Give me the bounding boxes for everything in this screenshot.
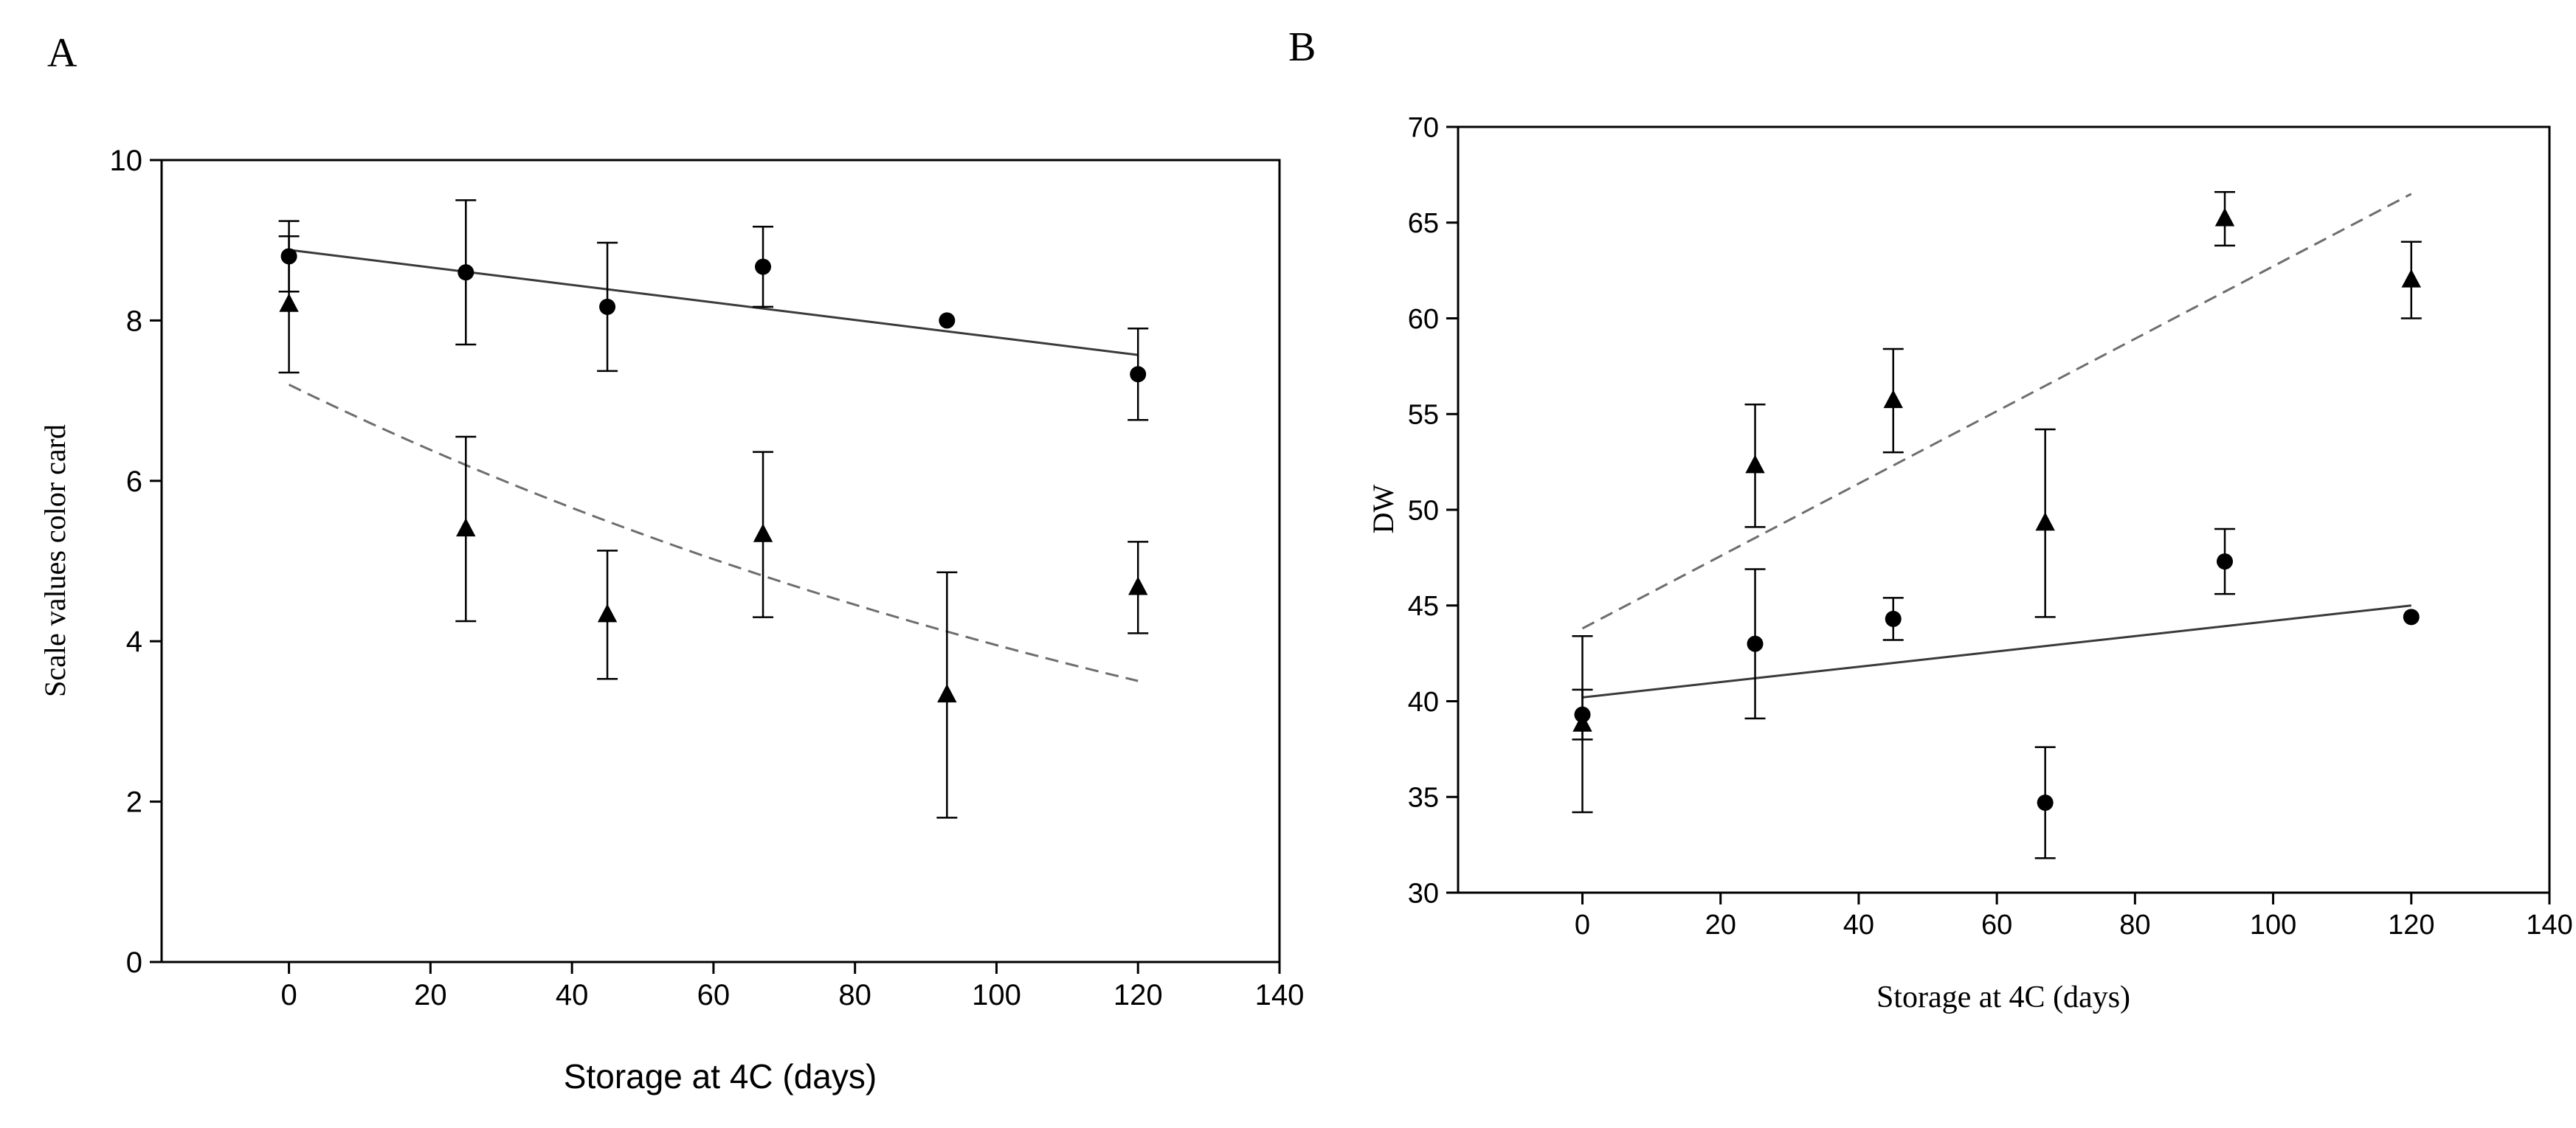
x-tick-label-a-60: 60	[697, 979, 731, 1011]
x-tick-label-a-20: 20	[414, 979, 447, 1011]
point-a-circle-67	[755, 258, 772, 275]
fit-line-a-triangle	[288, 384, 1139, 682]
y-axis-label-a: Scale values color card	[38, 424, 72, 697]
point-b-triangle-45	[1883, 390, 1903, 409]
x-axis-label-b: Storage at 4C (days)	[1876, 980, 2130, 1014]
y-axis-label-b: DW	[1367, 484, 1400, 533]
point-b-triangle-120	[2401, 269, 2421, 288]
point-a-triangle-120	[1128, 576, 1148, 595]
y-tick-label-a-0: 0	[126, 947, 142, 979]
x-tick-label-b-120: 120	[2388, 910, 2434, 941]
y-tick-label-b-40: 40	[1408, 687, 1439, 718]
y-tick-label-a-8: 8	[126, 305, 142, 337]
point-b-triangle-25	[1745, 454, 1765, 474]
x-tick-label-a-120: 120	[1113, 979, 1163, 1011]
point-a-triangle-25	[456, 518, 476, 537]
point-b-circle-93	[2217, 553, 2234, 570]
plot-area-a	[160, 159, 1281, 963]
panel-letter-b: B	[1288, 24, 1316, 70]
x-tick-label-b-60: 60	[1981, 910, 2012, 941]
y-tick-label-a-2: 2	[126, 786, 142, 819]
point-b-circle-45	[1885, 610, 1902, 627]
point-a-triangle-93	[937, 684, 957, 703]
y-tick-label-b-65: 65	[1408, 208, 1439, 239]
y-tick-label-a-10: 10	[110, 145, 143, 177]
point-a-triangle-45	[597, 603, 618, 623]
y-tick-label-b-35: 35	[1408, 783, 1439, 814]
y-tick-label-a-4: 4	[126, 626, 142, 658]
y-tick-label-b-50: 50	[1408, 495, 1439, 526]
point-b-triangle-0	[1572, 713, 1592, 732]
panel-a: A 0 20 40 60 80 100 120 140 0 2 4 6 8 10 Storage at 4…	[38, 30, 1304, 1096]
point-a-circle-93	[939, 312, 956, 329]
x-tick-label-a-80: 80	[838, 979, 871, 1011]
point-b-circle-67	[2037, 795, 2054, 812]
point-a-circle-120	[1130, 366, 1147, 383]
y-tick-label-b-60: 60	[1408, 304, 1439, 335]
point-b-triangle-93	[2214, 207, 2235, 226]
x-tick-label-b-40: 40	[1843, 910, 1874, 941]
panel-letter-a: A	[47, 30, 77, 76]
x-axis-label-a: Storage at 4C (days)	[564, 1057, 877, 1096]
x-tick-label-a-40: 40	[556, 979, 589, 1011]
x-tick-label-b-80: 80	[2119, 910, 2150, 941]
point-a-triangle-67	[753, 523, 773, 542]
point-b-circle-25	[1747, 635, 1764, 652]
y-tick-label-b-55: 55	[1408, 400, 1439, 431]
point-b-triangle-67	[2035, 512, 2055, 531]
y-tick-label-b-45: 45	[1408, 591, 1439, 622]
point-b-circle-120	[2403, 609, 2420, 626]
x-tick-label-a-140: 140	[1255, 979, 1305, 1011]
x-tick-label-b-140: 140	[2526, 910, 2572, 941]
point-a-circle-45	[599, 298, 616, 315]
fit-line-b-triangle	[1581, 193, 2412, 630]
point-a-circle-25	[457, 264, 474, 281]
y-tick-label-b-30: 30	[1408, 878, 1439, 909]
point-a-triangle-0	[279, 293, 299, 312]
x-tick-label-a-0: 0	[280, 979, 297, 1011]
fit-line-a-circle	[289, 249, 1139, 356]
y-tick-label-a-6: 6	[126, 466, 142, 498]
panel-b: B 0 20 40 60 80 100 120 140 30 35 40 45 50 55 60 65 70 S…	[1288, 24, 2573, 1014]
x-tick-label-b-100: 100	[2250, 910, 2296, 941]
fit-line-b-circle	[1582, 604, 2411, 699]
y-tick-label-b-70: 70	[1408, 112, 1439, 143]
x-tick-label-b-20: 20	[1705, 910, 1736, 941]
x-tick-label-a-100: 100	[972, 979, 1021, 1011]
x-tick-label-b-0: 0	[1575, 910, 1590, 941]
